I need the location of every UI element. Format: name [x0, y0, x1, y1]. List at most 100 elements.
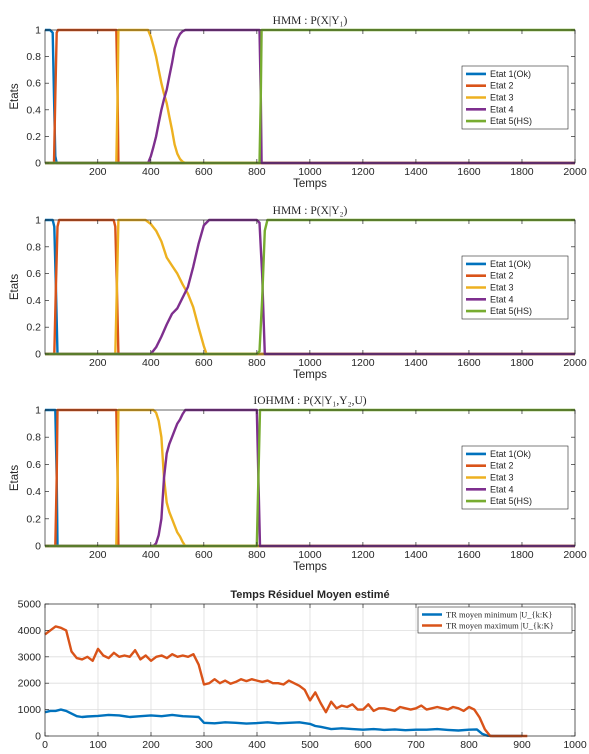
x-tick-label: 1200 — [351, 166, 375, 178]
x-tick-label: 600 — [195, 549, 213, 561]
x-tick-label: 400 — [142, 357, 160, 369]
y-tick-label: 5000 — [18, 599, 42, 611]
x-tick-label: 1400 — [404, 166, 428, 178]
y-tick-label: 0.8 — [26, 241, 41, 253]
y-tick-label: 0 — [35, 541, 41, 553]
legend-label-2: Etat 2 — [490, 81, 514, 91]
x-tick-label: 1600 — [457, 357, 481, 369]
x-tick-label: 800 — [460, 739, 478, 749]
chart-panel-2: 200 400 600 800 1000 1200 1400 1600 1800 2000 0 0.2… — [9, 205, 587, 381]
x-tick-label: 1600 — [457, 549, 481, 561]
chart-title: HMM : P(X|Y₁) — [273, 15, 348, 27]
legend-label-2: Etat 2 — [490, 461, 514, 471]
chart-panel-1: 200 400 600 800 1000 1200 1400 1600 1800 2000 0 0.2… — [9, 15, 587, 190]
x-tick-label: 1800 — [510, 549, 534, 561]
x-tick-label: 0 — [42, 739, 48, 749]
x-tick-label: 1800 — [510, 357, 534, 369]
chart-title: HMM : P(X|Y₂) — [273, 205, 348, 217]
legend-label-3: Etat 3 — [490, 93, 514, 103]
legend-label-5: Etat 5(HS) — [490, 306, 532, 316]
x-tick-label: 200 — [142, 739, 160, 749]
x-tick-label: 700 — [407, 739, 425, 749]
legend-box — [417, 606, 573, 634]
legend-label-3: Etat 3 — [490, 283, 514, 293]
x-tick-label: 200 — [89, 549, 107, 561]
x-tick-label: 800 — [248, 357, 266, 369]
y-tick-label: 3000 — [18, 651, 42, 663]
y-tick-label: 0.4 — [26, 104, 41, 116]
series-line-1 — [44, 708, 522, 738]
x-axis-label: Temps — [293, 561, 327, 573]
x-tick-label: 1000 — [563, 739, 587, 749]
x-tick-label: 800 — [248, 166, 266, 178]
legend-label-1: TR moyen minimum |U_{k:K} — [446, 610, 552, 620]
y-axis-label: Etats — [9, 465, 21, 491]
x-tick-label: 2000 — [563, 166, 587, 178]
legend-label-1: Etat 1(Ok) — [490, 449, 531, 459]
y-tick-label: 1 — [35, 405, 41, 417]
y-tick-label: 0 — [35, 349, 41, 361]
x-tick-label: 400 — [142, 549, 160, 561]
y-tick-label: 1 — [35, 215, 41, 227]
x-tick-label: 800 — [248, 549, 266, 561]
legend: TR moyen minimum |U_{k:K}TR moyen maximu… — [417, 606, 573, 634]
series-line-2 — [44, 625, 528, 738]
x-tick-label: 400 — [248, 739, 266, 749]
y-tick-label: 0.2 — [26, 131, 41, 143]
y-tick-label: 0.8 — [26, 432, 41, 444]
y-tick-label: 1 — [35, 25, 41, 37]
chart-title: IOHMM : P(X|Y₁,Y₂,U) — [253, 395, 366, 407]
legend-label-4: Etat 4 — [490, 104, 514, 114]
legend-label-1: Etat 1(Ok) — [490, 259, 531, 269]
x-tick-label: 300 — [195, 739, 213, 749]
x-axis-label: Temps — [293, 369, 327, 381]
y-tick-label: 0.2 — [26, 513, 41, 525]
y-tick-label: 0.6 — [26, 459, 41, 471]
chart-panel-4: 0 100 200 300 400 500 600 700 800 900 1000 0 1000 200… — [18, 589, 587, 751]
legend-label-4: Etat 4 — [490, 294, 514, 304]
x-tick-label: 1400 — [404, 357, 428, 369]
legend-label-3: Etat 3 — [490, 473, 514, 483]
series-line-4 — [45, 218, 575, 356]
legend-label-4: Etat 4 — [490, 484, 514, 494]
x-tick-label: 200 — [89, 166, 107, 178]
x-axis-label: Temps — [293, 178, 327, 190]
legend-label-5: Etat 5(HS) — [490, 116, 532, 126]
x-tick-label: 2000 — [563, 357, 587, 369]
x-tick-label: 1200 — [351, 357, 375, 369]
y-tick-label: 0.6 — [26, 268, 41, 280]
x-tick-label: 900 — [513, 739, 531, 749]
y-tick-label: 0.4 — [26, 486, 41, 498]
x-tick-label: 1600 — [457, 166, 481, 178]
y-tick-label: 4000 — [18, 625, 42, 637]
x-tick-label: 600 — [195, 357, 213, 369]
legend-label-5: Etat 5(HS) — [490, 496, 532, 506]
legend-label-2: Etat 2 — [490, 271, 514, 281]
y-tick-label: 0 — [35, 158, 41, 170]
x-tick-label: 600 — [195, 166, 213, 178]
chart-title: Temps Résiduel Moyen estimé — [230, 589, 389, 601]
x-tick-label: 2000 — [563, 549, 587, 561]
y-axis-label: Etats — [9, 274, 21, 300]
y-tick-label: 1000 — [18, 704, 42, 716]
x-tick-label: 1400 — [404, 549, 428, 561]
x-tick-label: 200 — [89, 357, 107, 369]
y-tick-label: 0.6 — [26, 78, 41, 90]
x-tick-label: 1000 — [298, 166, 322, 178]
series-line-3 — [45, 408, 575, 548]
y-tick-label: 2000 — [18, 678, 42, 690]
y-tick-label: 0 — [35, 731, 41, 743]
y-tick-label: 0.2 — [26, 322, 41, 334]
x-tick-label: 100 — [89, 739, 107, 749]
y-tick-label: 0.8 — [26, 51, 41, 63]
series-line-4 — [45, 408, 575, 548]
x-tick-label: 400 — [142, 166, 160, 178]
x-tick-label: 1200 — [351, 549, 375, 561]
x-tick-label: 1800 — [510, 166, 534, 178]
y-tick-label: 0.4 — [26, 295, 41, 307]
x-tick-label: 1000 — [298, 357, 322, 369]
